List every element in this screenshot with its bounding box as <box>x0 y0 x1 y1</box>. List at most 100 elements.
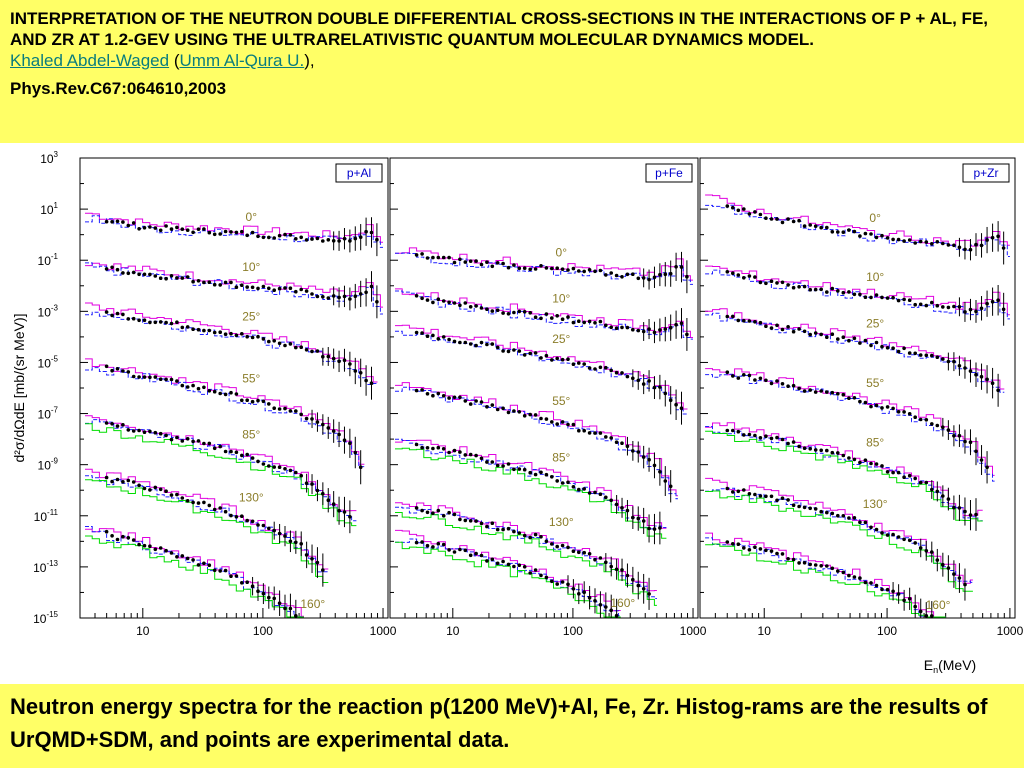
data-point <box>191 327 195 331</box>
data-point <box>131 374 136 379</box>
data-point <box>104 310 109 314</box>
data-point <box>234 392 239 396</box>
data-point <box>930 242 934 246</box>
data-point <box>218 506 222 510</box>
y-tick-label: 10-5 <box>38 354 59 370</box>
data-point <box>420 296 424 301</box>
data-point <box>414 506 419 510</box>
data-point <box>506 312 511 316</box>
data-point <box>863 580 868 585</box>
data-point <box>229 280 233 285</box>
x-tick-label: 10 <box>136 624 150 638</box>
data-point <box>142 272 147 277</box>
data-point <box>288 233 293 237</box>
model-histogram-green <box>705 543 946 618</box>
angle-label: 160° <box>300 597 325 611</box>
data-point <box>874 527 879 532</box>
data-point <box>288 468 293 473</box>
angle-label: 55° <box>866 376 884 390</box>
data-point <box>223 229 228 234</box>
angle-label: 0° <box>869 211 881 225</box>
curve-p+Fe-0: 0° <box>395 246 693 294</box>
data-point <box>533 472 538 477</box>
data-point <box>180 439 185 443</box>
data-point <box>137 272 141 277</box>
data-point <box>902 410 906 414</box>
data-point <box>479 306 484 310</box>
data-point <box>142 226 147 230</box>
data-point <box>620 275 624 279</box>
data-point <box>725 204 730 208</box>
data-point <box>420 331 424 335</box>
data-point <box>885 296 890 300</box>
data-point <box>501 464 505 468</box>
model-histogram-magenta <box>85 358 365 465</box>
data-point <box>539 264 543 268</box>
data-point <box>207 230 212 235</box>
data-point <box>577 550 581 555</box>
data-point <box>780 552 785 556</box>
data-point <box>501 261 505 266</box>
x-tick-label: 10 <box>446 624 460 638</box>
data-point <box>544 472 549 477</box>
data-point <box>315 236 320 241</box>
data-point <box>110 422 114 426</box>
data-point <box>571 362 576 366</box>
angle-label: 55° <box>242 371 260 385</box>
data-point <box>234 515 239 519</box>
data-point <box>609 325 613 330</box>
data-point <box>463 399 468 403</box>
data-point <box>441 447 446 451</box>
author-link[interactable]: Khaled Abdel-Waged <box>10 51 170 70</box>
curve-p+Zr-1: 10° <box>705 265 1010 326</box>
data-point <box>447 450 451 455</box>
data-point <box>256 234 260 239</box>
data-point <box>533 532 538 537</box>
data-point <box>212 232 217 237</box>
data-point <box>452 550 457 554</box>
data-point <box>223 332 228 336</box>
affiliation-link[interactable]: Umm Al-Qura U. <box>179 51 305 70</box>
data-point <box>522 565 527 569</box>
data-point <box>825 510 829 515</box>
data-point <box>742 488 746 492</box>
data-point <box>764 434 768 439</box>
data-point <box>522 467 527 472</box>
paren-close: ), <box>304 51 315 70</box>
data-point <box>544 539 549 544</box>
data-point <box>153 226 158 230</box>
data-point <box>414 253 419 257</box>
curve-p+Zr-6: 160° <box>705 532 951 618</box>
data-point <box>791 285 796 290</box>
data-point <box>452 512 457 517</box>
angle-label: 160° <box>926 598 951 612</box>
data-point <box>164 276 168 281</box>
data-point <box>555 314 559 318</box>
data-point <box>175 555 179 559</box>
data-point <box>202 500 206 505</box>
data-point <box>191 439 195 444</box>
data-point <box>153 375 158 379</box>
data-point <box>474 304 478 308</box>
data-point <box>447 255 451 260</box>
data-point <box>813 224 818 228</box>
data-point <box>836 451 840 455</box>
model-histogram-magenta <box>705 265 1010 316</box>
data-point <box>234 333 239 338</box>
data-point <box>852 516 857 520</box>
data-point <box>747 319 752 323</box>
data-point <box>479 340 484 345</box>
data-point <box>218 232 222 236</box>
data-point <box>261 337 266 341</box>
data-point <box>825 225 829 230</box>
data-point <box>941 305 945 309</box>
data-point <box>780 437 785 442</box>
data-point <box>294 289 298 294</box>
data-point <box>153 274 158 278</box>
data-point <box>277 286 282 291</box>
data-point <box>522 310 527 314</box>
data-point <box>458 257 462 262</box>
data-point <box>463 453 468 457</box>
data-point <box>880 464 884 468</box>
data-point <box>164 377 168 382</box>
